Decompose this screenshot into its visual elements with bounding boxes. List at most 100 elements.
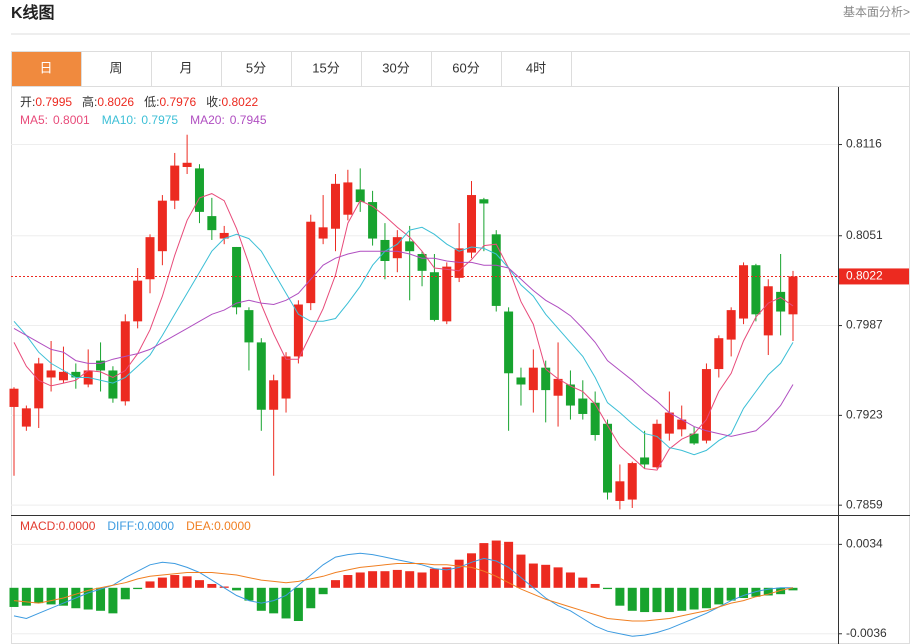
candle-body — [788, 276, 798, 315]
legend-text: 0.7975 — [141, 113, 178, 127]
tab-label[interactable]: 60分 — [452, 60, 479, 75]
macd-bar — [689, 587, 699, 610]
candle-body — [516, 377, 526, 385]
tab[interactable]: 60分 — [431, 51, 502, 87]
candle-body — [627, 463, 637, 500]
tab-label[interactable]: 5分 — [246, 60, 266, 75]
tab-bg[interactable] — [501, 51, 572, 87]
candle-body — [71, 371, 81, 378]
tab-label[interactable]: 日 — [39, 60, 52, 75]
macd-bar — [392, 569, 402, 588]
legend-text: 0.8001 — [53, 113, 90, 127]
tab-label[interactable]: 30分 — [382, 60, 409, 75]
tab[interactable]: 4时 — [501, 51, 572, 87]
candle-body — [232, 246, 242, 308]
macd-bar — [318, 587, 328, 595]
candle-body — [664, 412, 674, 434]
candle-body — [590, 402, 600, 436]
legend-text: 0.0000 — [59, 519, 96, 533]
candle-body — [207, 216, 217, 231]
macd-bar — [96, 587, 106, 611]
y-tick-label: 0.0034 — [846, 537, 883, 551]
y-tick-label: 0.8116 — [846, 137, 882, 151]
candle-body — [392, 237, 402, 259]
legend-text: 0.7945 — [230, 113, 267, 127]
candle-body — [120, 321, 130, 402]
candle-body — [182, 162, 192, 167]
legend-text: 低: — [144, 95, 159, 109]
macd-bar — [763, 587, 773, 596]
analysis-link[interactable]: 基本面分析> — [843, 5, 910, 19]
macd-line — [13, 552, 793, 637]
candle-body — [355, 189, 365, 203]
tab-bg[interactable] — [291, 51, 362, 87]
candle-body — [429, 272, 439, 320]
candle-body — [343, 182, 353, 215]
macd-bar — [405, 571, 415, 588]
widget-title: K线图 — [11, 3, 55, 22]
legend-text: 开: — [20, 95, 35, 109]
candle-body — [763, 286, 773, 336]
legend-text: 0.7995 — [35, 95, 72, 109]
tab-label[interactable]: 周 — [109, 60, 122, 75]
macd-bar — [467, 553, 477, 588]
candle-body — [108, 370, 118, 399]
tab-bg[interactable] — [361, 51, 432, 87]
macd-bar — [207, 583, 217, 588]
tab[interactable]: 月 — [151, 51, 222, 87]
candle-body — [405, 241, 415, 252]
macd-bar — [133, 587, 143, 590]
macd-bar — [603, 587, 613, 590]
y-tick-label: 0.7859 — [846, 497, 883, 511]
legend: MACD:0.0000 DIFF:0.0000 DEA:0.0000 — [20, 519, 251, 533]
candle-body — [442, 266, 452, 322]
tab-bg[interactable] — [151, 51, 222, 87]
macd-bar — [454, 559, 464, 588]
legend-text: MA20: — [190, 113, 225, 127]
candle-body — [776, 291, 786, 312]
tab[interactable]: 日 — [11, 51, 82, 87]
macd-bar — [219, 586, 229, 588]
candle-body — [701, 369, 711, 441]
candle-body — [293, 304, 303, 357]
macd-bar — [120, 587, 130, 600]
legend-text: 0.0000 — [214, 519, 251, 533]
legend-text: MA5: — [20, 113, 48, 127]
legend-text: 0.7976 — [159, 95, 196, 109]
candle-body — [194, 168, 204, 212]
candle-body — [145, 237, 155, 280]
last-price-label: 0.8022 — [846, 269, 883, 283]
tab-label[interactable]: 15分 — [312, 60, 339, 75]
candle-body — [9, 388, 19, 407]
tab-label[interactable]: 月 — [179, 60, 192, 75]
candle-body — [46, 370, 56, 378]
tab[interactable]: 30分 — [361, 51, 432, 87]
tab[interactable]: 15分 — [291, 51, 362, 87]
macd-bar — [256, 587, 266, 611]
y-tick-label: -0.0036 — [846, 626, 887, 640]
tab[interactable]: 5分 — [221, 51, 292, 87]
macd-bar — [640, 587, 650, 613]
tab-label[interactable]: 4时 — [526, 60, 546, 75]
tab-bg[interactable] — [431, 51, 502, 87]
macd-bar — [701, 587, 711, 609]
legend-text: 0.8022 — [221, 95, 258, 109]
macd-bar — [528, 563, 538, 588]
macd-bar — [108, 587, 118, 614]
tab-bg[interactable] — [11, 51, 82, 87]
legend-text: 高: — [82, 94, 97, 109]
macd-bar — [244, 587, 254, 601]
candle-body — [739, 265, 749, 319]
tab-bg[interactable] — [221, 51, 292, 87]
macd-bar — [788, 587, 798, 591]
tab[interactable]: 周 — [81, 51, 152, 87]
ma-line — [13, 193, 794, 471]
candle-body — [244, 310, 254, 343]
candle-body — [380, 239, 390, 262]
macd-bar — [417, 572, 427, 588]
macd-bar — [479, 543, 489, 588]
candle-body — [306, 221, 316, 304]
macd-bar — [170, 575, 180, 588]
candle-body — [714, 338, 724, 370]
